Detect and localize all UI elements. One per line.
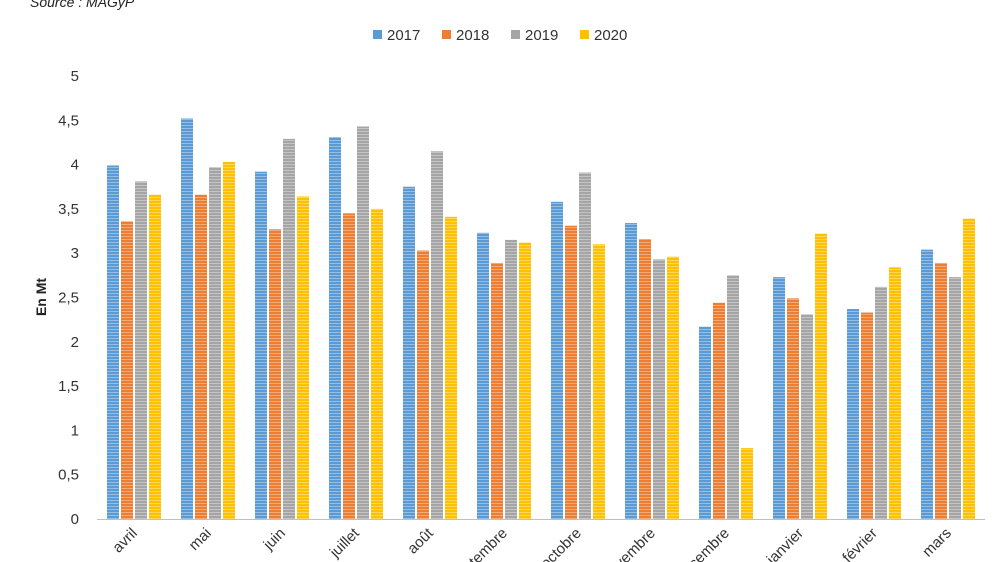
bar-texture — [699, 326, 711, 519]
bar-texture — [579, 172, 591, 519]
bar-texture — [653, 259, 665, 519]
y-tick-label: 0,5 — [58, 467, 79, 484]
bar-texture — [403, 186, 415, 519]
bar-texture — [815, 233, 827, 519]
bar-texture — [593, 244, 605, 519]
bar-texture — [921, 249, 933, 519]
legend-swatch-2020 — [580, 30, 589, 39]
x-tick-label: septembre — [449, 525, 511, 562]
bar-texture — [135, 181, 147, 519]
bar-texture — [935, 262, 947, 519]
legend-label-2018: 2018 — [456, 27, 489, 44]
legend-label-2017: 2017 — [387, 27, 420, 44]
bar-texture — [773, 277, 785, 519]
x-tick-label: novembre — [600, 525, 659, 562]
bar-texture — [149, 194, 161, 519]
x-tick-label: février — [839, 525, 880, 562]
bar-texture — [889, 267, 901, 519]
x-tick-label: mai — [186, 525, 215, 554]
legend-swatch-2019 — [511, 30, 520, 39]
bar-texture — [565, 225, 577, 519]
x-tick-label: juillet — [326, 524, 363, 561]
x-tick-label: août — [404, 524, 437, 557]
bar-texture — [357, 126, 369, 519]
y-tick-label: 1,5 — [58, 378, 79, 395]
legend-label-2019: 2019 — [525, 27, 558, 44]
legend: 2017 2018 2019 2020 — [373, 27, 627, 44]
y-tick-label: 2 — [71, 334, 79, 351]
x-axis: avril mai juin juillet août septembre octobre n… — [97, 519, 985, 562]
bar-texture — [741, 448, 753, 519]
bar-texture — [223, 161, 235, 519]
y-tick-label: 0 — [71, 511, 79, 528]
source-note: Source : MAGyP — [30, 0, 135, 10]
y-axis: 0 0,5 1 1,5 2 2,5 3 3,5 4 4,5 5 — [58, 68, 79, 528]
bar-texture — [181, 118, 193, 519]
bar-texture — [297, 196, 309, 519]
bar-texture — [713, 302, 725, 519]
bar-texture — [255, 171, 267, 520]
bar-texture — [875, 286, 887, 519]
bar-texture — [417, 250, 429, 520]
bar-texture — [107, 165, 119, 519]
bar-texture — [519, 242, 531, 519]
bar-texture — [667, 256, 679, 519]
bar-texture — [801, 314, 813, 519]
x-tick-label: décembre — [674, 525, 733, 562]
bar-texture — [371, 208, 383, 519]
bar-texture — [625, 223, 637, 520]
bar-texture — [505, 239, 517, 519]
y-tick-label: 2,5 — [58, 290, 79, 307]
y-tick-label: 5 — [71, 68, 79, 85]
x-tick-label: mars — [919, 525, 955, 561]
bar-texture — [963, 218, 975, 519]
bar-texture — [431, 151, 443, 519]
y-axis-label: En Mt — [33, 278, 49, 316]
y-tick-label: 4 — [71, 157, 79, 174]
bar-texture — [477, 232, 489, 519]
x-tick-label: octobre — [537, 525, 584, 562]
bar-texture — [787, 298, 799, 519]
y-tick-label: 3 — [71, 245, 79, 262]
y-tick-label: 4,5 — [58, 112, 79, 129]
bar-texture — [195, 194, 207, 519]
bar-texture — [445, 216, 457, 519]
x-tick-label: janvier — [763, 525, 807, 562]
bars — [107, 118, 975, 520]
bar-texture — [491, 262, 503, 519]
bar-texture — [121, 221, 133, 519]
bar-texture — [343, 213, 355, 519]
bar-texture — [639, 239, 651, 520]
bar-texture — [727, 275, 739, 519]
legend-label-2020: 2020 — [594, 27, 627, 44]
bar-texture — [209, 167, 221, 519]
bar-texture — [949, 277, 961, 519]
legend-swatch-2018 — [442, 30, 451, 39]
x-tick-label: avril — [109, 525, 140, 556]
x-tick-label: juin — [260, 525, 289, 554]
y-tick-label: 1 — [71, 422, 79, 439]
y-tick-label: 3,5 — [58, 201, 79, 218]
bar-texture — [329, 137, 341, 519]
legend-swatch-2017 — [373, 30, 382, 39]
bar-texture — [283, 138, 295, 519]
bar-texture — [269, 229, 281, 519]
bar-texture — [847, 309, 859, 519]
bar-texture — [551, 201, 563, 519]
bar-texture — [861, 312, 873, 519]
